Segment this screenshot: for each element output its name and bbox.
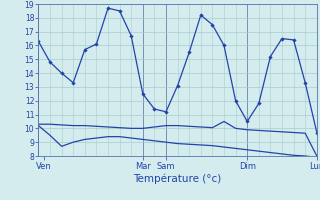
- X-axis label: Température (°c): Température (°c): [133, 173, 222, 184]
